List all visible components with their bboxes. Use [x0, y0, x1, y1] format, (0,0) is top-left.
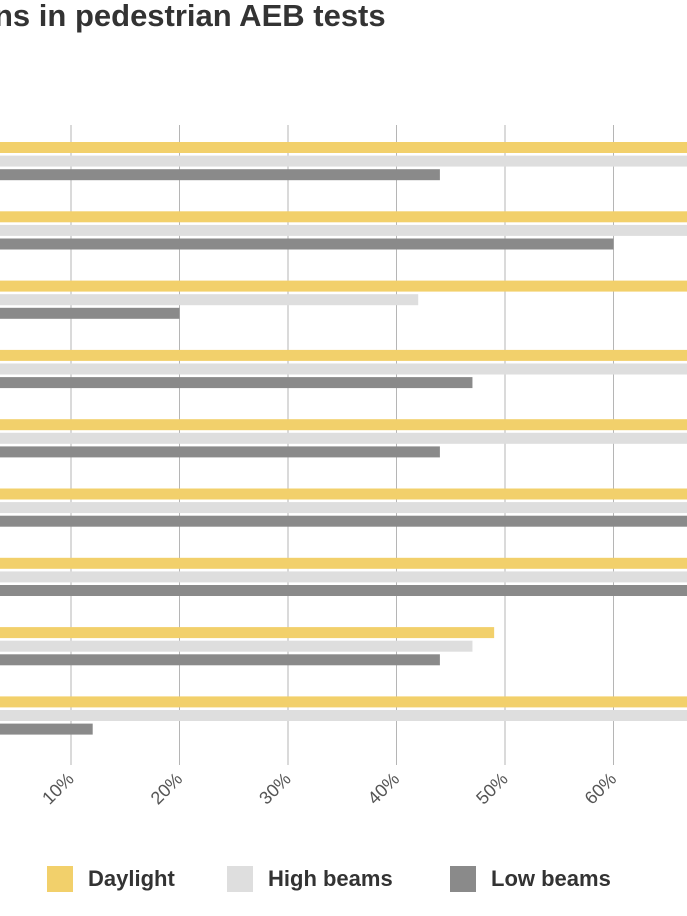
legend-item-daylight: Daylight	[47, 866, 175, 892]
bar-high-beams	[0, 640, 473, 652]
x-tick-label: 20%	[147, 769, 187, 809]
legend-item-low-beams: Low beams	[450, 866, 611, 892]
bar-high-beams	[0, 363, 687, 375]
chart-title: ns in pedestrian AEB tests	[0, 0, 386, 33]
bar-daylight	[0, 349, 687, 361]
bar-daylight	[0, 696, 687, 708]
bar-high-beams	[0, 710, 687, 721]
bar-high-beams	[0, 294, 419, 306]
bar-daylight	[0, 488, 687, 500]
bar-low-beams	[0, 723, 93, 735]
bar-low-beams	[0, 307, 180, 319]
legend-label-low-beams: Low beams	[491, 866, 611, 891]
bar-low-beams	[0, 654, 440, 666]
bar-high-beams	[0, 502, 687, 514]
bar-daylight	[0, 627, 495, 639]
bar-low-beams	[0, 515, 687, 527]
legend-swatch-low-beams	[450, 866, 476, 892]
x-tick-label: 40%	[364, 769, 404, 809]
x-tick-label: 60%	[581, 769, 621, 809]
legend-label-daylight: Daylight	[88, 866, 175, 891]
bar-low-beams	[0, 169, 440, 181]
bar-daylight	[0, 557, 687, 569]
legend-label-high-beams: High beams	[268, 866, 393, 891]
bar-high-beams	[0, 155, 687, 167]
x-tick-label: 10%	[38, 769, 78, 809]
x-tick-label: 50%	[472, 769, 512, 809]
bar-high-beams	[0, 224, 687, 236]
bar-high-beams	[0, 571, 687, 583]
bar-low-beams	[0, 377, 473, 389]
x-axis-ticks: 10%20%30%40%50%60%70%	[38, 769, 621, 809]
legend-item-high-beams: High beams	[227, 866, 393, 892]
x-tick-label: 30%	[255, 769, 295, 809]
bar-high-beams	[0, 432, 687, 444]
legend: Daylight High beams Low beams	[0, 866, 687, 902]
bar-low-beams	[0, 238, 614, 250]
bar-low-beams	[0, 585, 687, 596]
legend-swatch-daylight	[47, 866, 73, 892]
bar-daylight	[0, 419, 687, 431]
bar-low-beams	[0, 446, 440, 458]
bar-daylight	[0, 280, 687, 292]
bars	[0, 142, 687, 735]
legend-swatch-high-beams	[227, 866, 253, 892]
bar-daylight	[0, 142, 687, 153]
bar-daylight	[0, 211, 687, 223]
